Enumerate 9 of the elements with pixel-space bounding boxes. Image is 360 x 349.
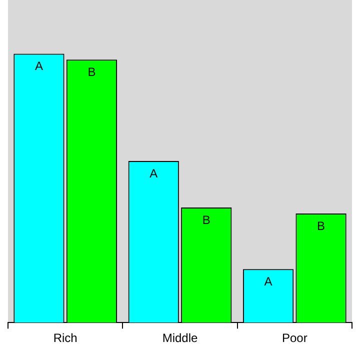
- series-label: B: [317, 218, 326, 233]
- text: A: [264, 274, 272, 288]
- x-tick-label: Rich: [53, 331, 78, 346]
- series-label: A: [34, 59, 43, 74]
- text: A: [150, 166, 158, 180]
- x-tick-label: Middle: [162, 331, 198, 346]
- x-tick-label: Poor: [282, 331, 308, 346]
- text: B: [88, 64, 96, 79]
- text: B: [202, 212, 210, 227]
